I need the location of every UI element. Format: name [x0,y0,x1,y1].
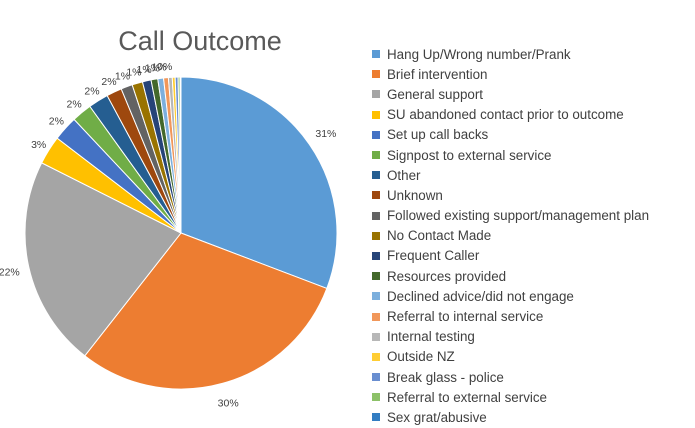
legend-item: Hang Up/Wrong number/Prank [372,44,649,64]
data-label: 1% [151,61,166,73]
legend-label: Signpost to external service [387,147,552,163]
legend-label: Resources provided [387,268,507,284]
legend-item: Frequent Caller [372,246,649,266]
legend-swatch [372,292,380,301]
legend-label: Declined advice/did not engage [387,288,574,304]
legend-item: Brief intervention [372,64,649,84]
legend-item: Sex grat/abusive [372,407,649,427]
data-label: 2% [49,115,64,127]
legend-label: No Contact Made [387,228,492,244]
legend-swatch [372,70,380,79]
legend-label: Brief intervention [387,66,488,82]
legend-label: Internal testing [387,329,475,345]
pie-slice [84,232,328,390]
legend-item: Signpost to external service [372,145,649,165]
legend-swatch [372,413,380,422]
data-label: 1% [115,71,130,83]
legend-label: Set up call backs [387,127,489,143]
pie-slice [24,162,182,357]
legend-swatch [372,251,380,260]
legend-swatch [372,393,380,402]
chart-title: Call Outcome [118,26,282,56]
legend-label: Outside NZ [387,349,455,365]
legend-swatch [372,272,380,281]
legend-item: SU abandoned contact prior to outcome [372,105,649,125]
data-label: 30% [218,398,239,410]
data-label: 1% [136,64,151,76]
legend-item: Internal testing [372,327,649,347]
legend-swatch [372,50,380,59]
legend-label: Other [387,167,421,183]
legend-label: Hang Up/Wrong number/Prank [387,46,571,62]
legend-swatch [372,151,380,160]
legend-swatch [372,110,380,119]
legend-item: Unknown [372,185,649,205]
legend-swatch [372,90,380,99]
data-label: 2% [84,86,99,98]
legend-item: No Contact Made [372,226,649,246]
legend-label: Referral to internal service [387,309,544,325]
data-label: 1% [145,62,160,74]
legend-item: Break glass - police [372,367,649,387]
legend-item: Referral to external service [372,387,649,407]
legend-swatch [372,191,380,200]
legend-item: Outside NZ [372,347,649,367]
data-label: 22% [0,266,20,278]
legend-item: Followed existing support/management pla… [372,206,649,226]
data-label: 1% [126,67,141,79]
chart-legend: Hang Up/Wrong number/Prank Brief interven… [372,44,649,428]
legend-swatch [372,352,380,361]
legend-item: Declined advice/did not engage [372,286,649,306]
data-label: 2% [67,98,82,110]
data-label: 31% [315,128,336,140]
legend-label: Unknown [387,187,443,203]
legend-label: Frequent Caller [387,248,480,264]
pie-slice [180,76,338,290]
legend-label: Followed existing support/management pla… [387,208,650,224]
legend-swatch [372,332,380,341]
legend-label: Break glass - police [387,369,504,385]
legend-label: General support [387,86,484,102]
data-label: 0% [157,61,172,73]
legend-item: Resources provided [372,266,649,286]
pie-chart: 31%30%22%3%2%2%2%2%1%1%1%1%1%0% [0,61,338,410]
legend-label: Referral to external service [387,389,548,405]
legend-item: Referral to internal service [372,306,649,326]
legend-item: Other [372,165,649,185]
legend-swatch [372,312,380,321]
legend-label: SU abandoned contact prior to outcome [387,107,624,123]
data-label: 3% [31,139,46,151]
legend-swatch [372,171,380,180]
data-label: 2% [101,76,116,88]
legend-swatch [372,373,380,382]
legend-swatch [372,130,380,139]
legend-swatch [372,211,380,220]
legend-label: Sex grat/abusive [387,409,487,425]
legend-item: Set up call backs [372,125,649,145]
legend-item: General support [372,84,649,104]
pie-slice [179,76,182,234]
legend-swatch [372,231,380,240]
